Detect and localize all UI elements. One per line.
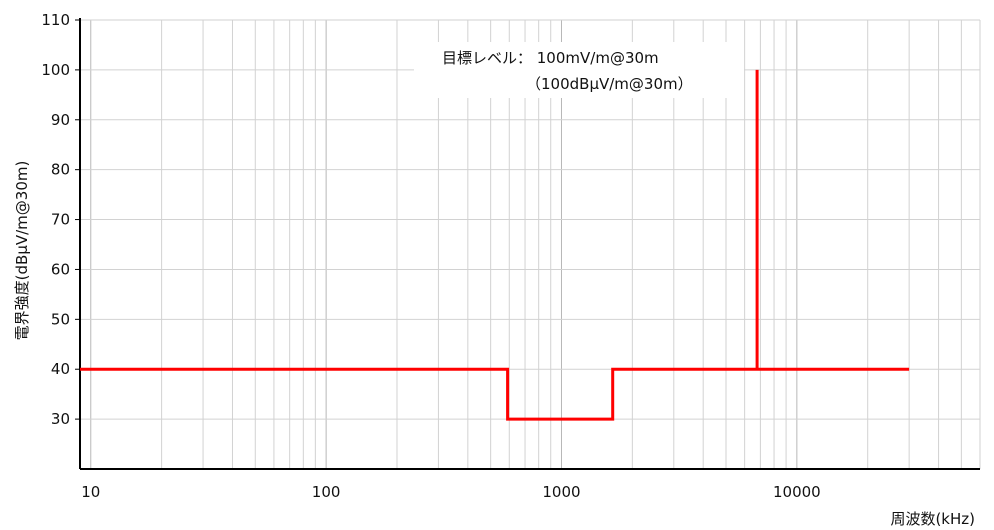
x-tick-label: 100 [312, 483, 341, 501]
series [80, 69, 910, 421]
y-tick-label: 50 [51, 310, 70, 328]
annotation-box: 目標レベル： 100mV/m@30m （100dBμV/m@30m） [414, 42, 744, 98]
y-tick-label: 110 [41, 11, 70, 29]
x-tick-label: 10 [81, 483, 100, 501]
annotation-background [414, 42, 744, 98]
x-tick-label: 1000 [542, 483, 580, 501]
grid [79, 19, 981, 469]
y-tick-label: 100 [41, 61, 70, 79]
annotation-line-1: 目標レベル： 100mV/m@30m [442, 49, 659, 67]
x-axis-title: 周波数(kHz) [890, 510, 975, 528]
y-tick-label: 60 [51, 260, 70, 278]
y-tick-label: 90 [51, 111, 70, 129]
axes [75, 18, 980, 470]
y-tick-label: 40 [51, 360, 70, 378]
series-line [80, 69, 910, 421]
annotation-line-2: （100dBμV/m@30m） [526, 75, 693, 93]
y-tick-label: 30 [51, 410, 70, 428]
y-axis-title: 電界強度(dBμV/m@30m) [13, 161, 31, 341]
tick-labels: 30 40 50 60 70 80 90 100 110 10 100 1000 10000 [41, 11, 820, 501]
x-tick-label: 10000 [773, 483, 821, 501]
y-tick-label: 70 [51, 211, 70, 229]
y-tick-label: 80 [51, 161, 70, 179]
